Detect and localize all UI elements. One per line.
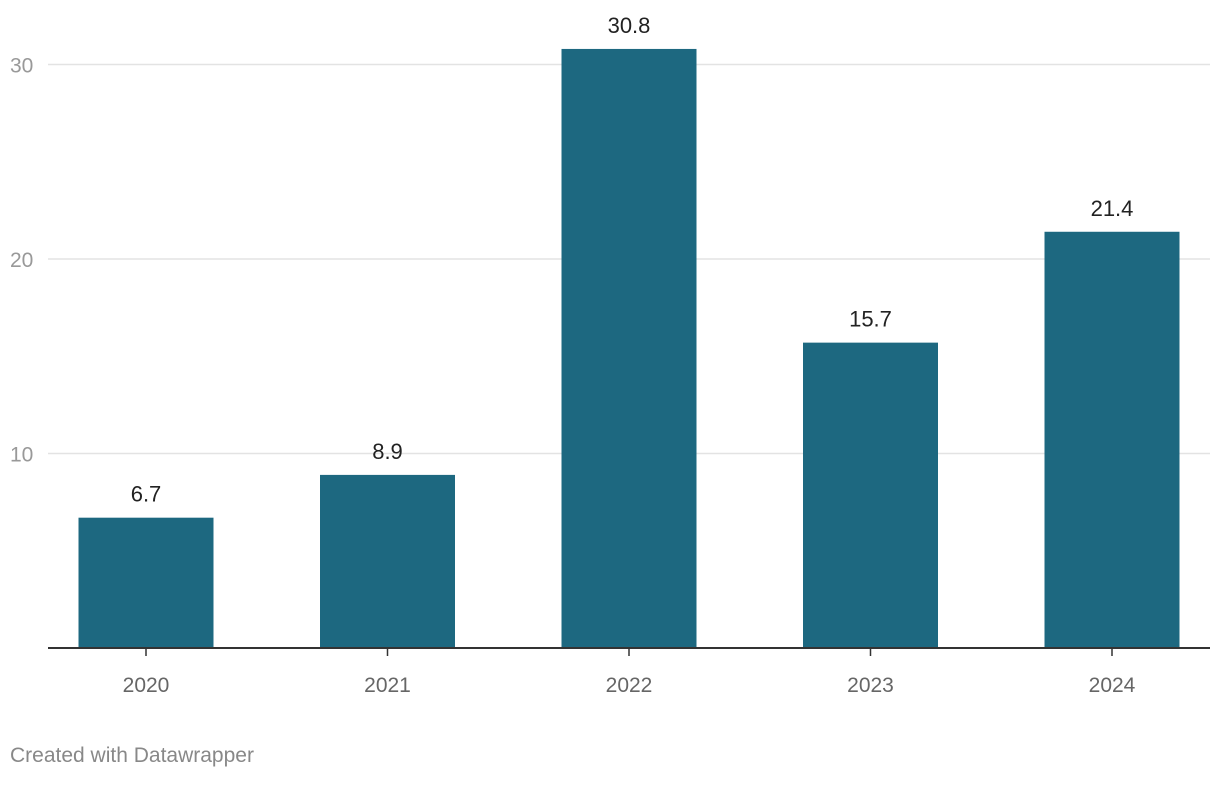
x-axis: 2020 2021 2022 2023 2024 xyxy=(48,647,1210,697)
bars xyxy=(78,48,1180,648)
value-label: 6.7 xyxy=(131,482,162,507)
x-tick-label: 2022 xyxy=(606,674,653,697)
value-labels: 6.7 8.9 30.8 15.7 21.4 xyxy=(131,13,1134,507)
value-label: 8.9 xyxy=(372,439,403,464)
bar xyxy=(803,342,938,648)
value-label: 30.8 xyxy=(608,13,651,38)
y-tick-label: 20 xyxy=(10,249,33,272)
bar xyxy=(561,48,697,648)
x-tick-label: 2021 xyxy=(364,674,411,697)
footer-credit: Created with Datawrapper xyxy=(10,744,254,767)
bar xyxy=(1044,231,1180,648)
y-axis-tick-labels: 10 20 30 xyxy=(10,55,33,467)
bar xyxy=(320,474,455,648)
value-label: 21.4 xyxy=(1091,196,1134,221)
bar xyxy=(78,517,214,648)
x-tick-label: 2020 xyxy=(123,674,170,697)
value-label: 15.7 xyxy=(849,307,892,332)
y-tick-label: 10 xyxy=(10,444,33,467)
y-tick-label: 30 xyxy=(10,55,33,78)
x-tick-label: 2023 xyxy=(847,674,894,697)
x-tick-label: 2024 xyxy=(1089,674,1136,697)
